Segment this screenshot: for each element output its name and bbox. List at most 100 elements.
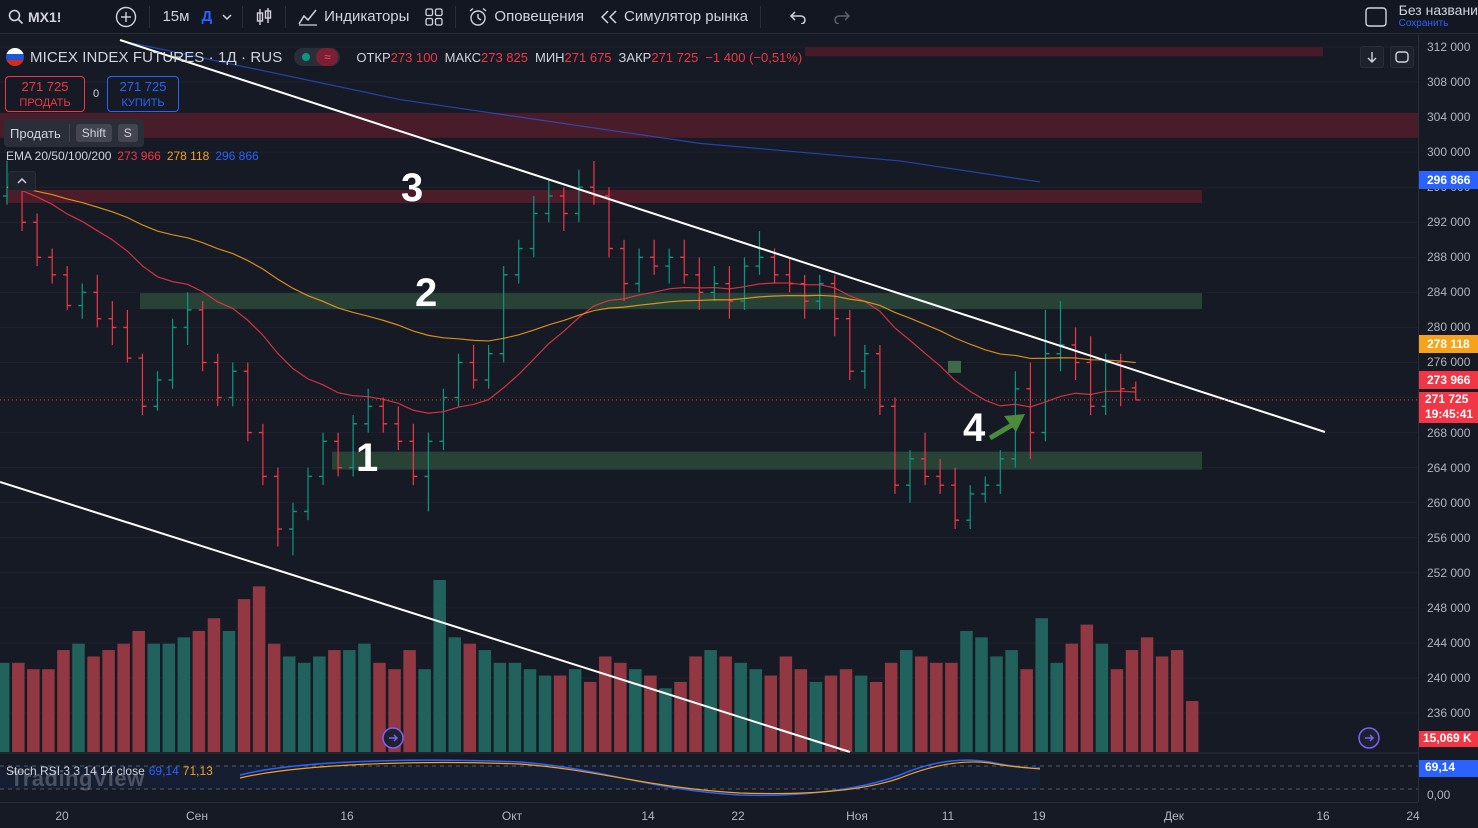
volume-bar — [267, 643, 281, 752]
chart-type-button[interactable] — [247, 0, 281, 34]
volume-bar — [493, 662, 507, 752]
tradingview-watermark: TradingView — [10, 766, 145, 791]
save-link[interactable]: Сохранить — [1398, 18, 1449, 29]
price-tick-label: 236 000 — [1427, 706, 1471, 720]
volume-bar — [12, 662, 25, 752]
open-label: ОТКР — [356, 49, 391, 65]
redo-button[interactable] — [825, 0, 859, 34]
last-price-value: 271 725 — [1425, 391, 1469, 406]
bar-countdown: 19:45:41 — [1425, 406, 1474, 421]
change-value: −1 400 (−0,51%) — [705, 49, 803, 65]
chevron-down-icon — [222, 13, 232, 21]
time-tick-label: 14 — [641, 809, 655, 823]
volume-bar — [553, 675, 567, 752]
save-layout[interactable]: Без названи Сохранить — [1364, 0, 1478, 34]
price-tick-label: 276 000 — [1427, 355, 1471, 370]
undo-button[interactable] — [781, 0, 815, 34]
interval-day[interactable]: Д — [201, 8, 213, 25]
volume-bar — [764, 675, 778, 752]
layout-icon — [1364, 7, 1387, 27]
volume-bar — [930, 662, 943, 752]
time-tick-label: Окт — [501, 809, 523, 823]
time-tick-label: 22 — [731, 809, 745, 823]
price-tick-label: 288 000 — [1427, 250, 1471, 265]
interval-dropdown[interactable] — [216, 0, 238, 34]
price-tick-label: 292 000 — [1427, 215, 1471, 230]
stoch-rsi-legend[interactable]: Stoch RSI 3 3 14 14 close 69,14 71,13 — [6, 764, 213, 778]
toolbar-divider — [455, 5, 457, 28]
volume-bar — [463, 643, 477, 752]
toolbar-divider — [759, 5, 761, 28]
volume-bar — [1020, 669, 1033, 752]
price-chart[interactable] — [0, 35, 1418, 802]
volume-bar — [523, 669, 537, 752]
alarm-clock-icon — [468, 7, 488, 27]
time-tick-label: Сен — [186, 809, 208, 823]
hotkey-shift: Shift — [75, 124, 112, 142]
scroll-down-button[interactable] — [1360, 46, 1384, 68]
buy-price: 271 725 — [119, 79, 167, 94]
close-label: ЗАКР — [618, 49, 652, 65]
volume-bar — [1095, 643, 1109, 752]
volume-bar — [403, 650, 416, 752]
indicators-button[interactable]: Индикаторы — [290, 0, 417, 34]
last-price-badge: 271 725 19:45:41 — [1419, 391, 1478, 423]
replay-button[interactable]: Симулятор рынка — [592, 0, 756, 34]
volume-bar — [644, 675, 657, 752]
hotkey-s: S — [117, 124, 138, 142]
volume-bar — [1110, 669, 1124, 752]
time-tick-label: Дек — [1163, 809, 1185, 823]
replay-marker-icon-arrow-icon — [389, 734, 399, 742]
arrow-down-icon — [1367, 52, 1377, 63]
volume-bar — [207, 618, 221, 752]
time-tick-label: 11 — [941, 809, 955, 823]
volume-bar — [478, 650, 492, 752]
templates-button[interactable] — [417, 0, 451, 34]
market-status[interactable]: ≈ — [294, 48, 341, 66]
interval-15m[interactable]: 15м — [162, 8, 190, 25]
volume-bar — [222, 630, 236, 752]
volume-bar — [1185, 701, 1199, 752]
alerts-button[interactable]: Оповещения — [460, 0, 592, 34]
buy-button[interactable]: 271 725 КУПИТЬ — [107, 76, 179, 112]
annotation-3: 3 — [401, 166, 424, 210]
redo-icon — [833, 10, 851, 24]
annotation-arrow-head — [1004, 414, 1025, 432]
symbol-title[interactable]: MICEX INDEX FUTURES · 1Д · RUS — [30, 48, 283, 66]
low-label: МИН — [534, 49, 565, 65]
volume-bar — [117, 643, 130, 752]
stoch-label: Stoch RSI 3 3 14 14 close — [6, 764, 145, 778]
chevron-up-icon — [17, 177, 27, 184]
fullscreen-button[interactable] — [1390, 46, 1414, 68]
high-value: 273 825 — [480, 49, 528, 65]
stoch-d-line — [239, 761, 1041, 795]
annotation-1: 1 — [356, 436, 379, 480]
price-tick-label: 300 000 — [1427, 145, 1471, 160]
price-tick-label: 264 000 — [1427, 460, 1471, 475]
delayed-data-icon: ≈ — [316, 48, 339, 66]
volume-bar — [132, 630, 145, 752]
annotation-2: 2 — [415, 271, 438, 315]
volume-bar — [869, 681, 883, 752]
volume-bar — [583, 681, 597, 752]
volume-bar — [328, 650, 341, 752]
volume-bar — [1065, 643, 1079, 752]
time-tick-label: 20 — [55, 809, 69, 823]
volume-bar — [147, 643, 160, 752]
ema-legend[interactable]: EMA 20/50/100/200 273 966 278 118 296 86… — [6, 149, 259, 163]
alerts-label: Оповещения — [494, 8, 584, 25]
volume-bar — [177, 637, 191, 752]
upper-trendline — [119, 39, 1326, 433]
volume-bar — [629, 669, 642, 752]
sell-button[interactable]: 271 725 ПРОДАТЬ — [5, 76, 85, 112]
volume-bar — [900, 650, 913, 752]
volume-bar — [1170, 650, 1184, 752]
price-tick-label: 268 000 — [1427, 425, 1471, 440]
time-axis[interactable]: 20 Сен 16 Окт 14 22 Ноя 11 19 Дек 16 24 — [0, 802, 1420, 828]
undo-icon — [789, 10, 807, 24]
symbol-legend: MICEX INDEX FUTURES · 1Д · RUS ≈ ОТКР 273… — [6, 48, 802, 66]
symbol-search[interactable]: MX1! — [0, 0, 69, 34]
collapse-legend-button[interactable] — [8, 171, 36, 191]
compare-button[interactable] — [107, 0, 145, 34]
